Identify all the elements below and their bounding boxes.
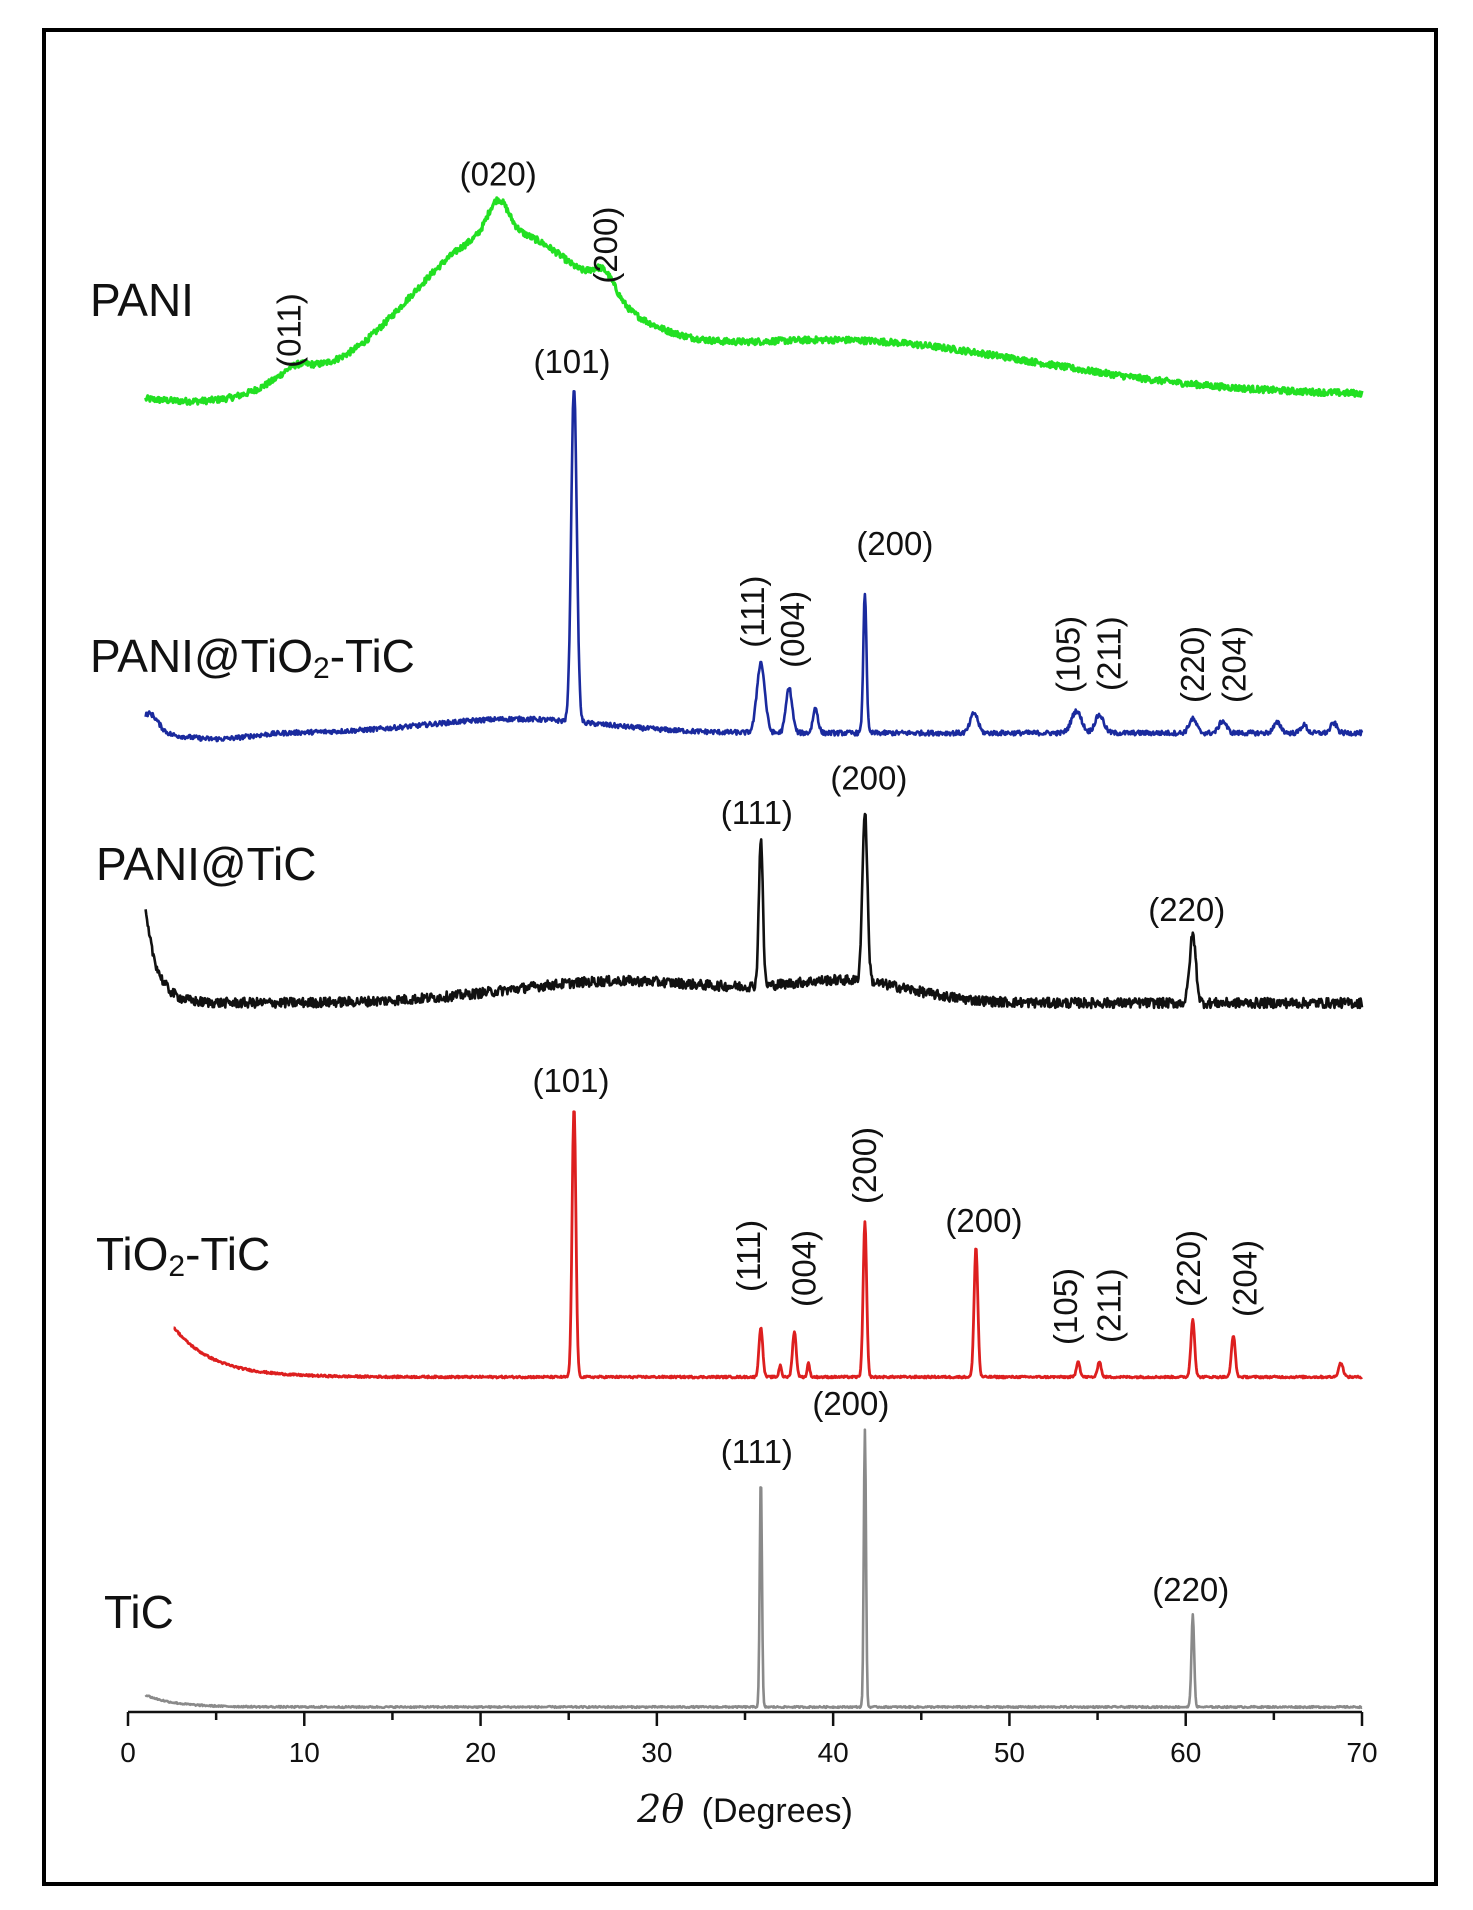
- peak-label: (200): [587, 207, 624, 284]
- series-labels: PANI PANI@TiO2-TiC PANI@TiC TiO2-TiC TiC: [90, 274, 415, 1638]
- series-label: PANI@TiO2-TiC: [90, 630, 415, 685]
- x-axis-unit: (Degrees): [702, 1792, 853, 1830]
- series-label: PANI: [90, 274, 194, 326]
- trace-pani: [144, 196, 1364, 406]
- x-tick-label: 10: [289, 1737, 320, 1768]
- peak-label: (011): [270, 293, 307, 368]
- x-tick-label: 70: [1346, 1737, 1377, 1768]
- peak-label: (220): [1170, 1230, 1207, 1307]
- peak-label: (004): [774, 591, 811, 668]
- peak-label: (220): [1148, 891, 1225, 928]
- trace-tio2-tic: [173, 1110, 1363, 1380]
- peak-label: (105): [1047, 1268, 1084, 1345]
- peak-label: (200): [830, 759, 907, 796]
- peak-label: (105): [1049, 616, 1086, 693]
- x-tick-label: 0: [120, 1737, 136, 1768]
- peak-label: (101): [533, 343, 610, 380]
- peak-label: (200): [856, 525, 933, 562]
- trace-pani-tio2-tic: [144, 390, 1364, 743]
- peak-label: (111): [721, 1433, 793, 1470]
- peak-label: (101): [532, 1062, 609, 1099]
- pattern-traces: [144, 196, 1364, 1710]
- peak-label: (211): [1090, 1268, 1127, 1343]
- trace-tic: [144, 1428, 1363, 1710]
- x-axis-symbol: 2θ: [636, 1787, 684, 1831]
- peak-labels: (011)(020)(200)(101)(111) (004)(200)(105)…: [270, 156, 1263, 1608]
- series-label: TiO2-TiC: [96, 1228, 270, 1283]
- x-axis: 0 10 20 30 40 50 60 70: [120, 1710, 1378, 1768]
- x-tick-label: 60: [1170, 1737, 1201, 1768]
- figure-frame: [42, 28, 1438, 1886]
- x-axis-title: 2θ (Degrees): [636, 1787, 853, 1831]
- peak-label: (204): [1226, 1240, 1263, 1317]
- peak-label: (020): [460, 156, 537, 193]
- peak-label: (200): [945, 1202, 1022, 1239]
- peak-label: (220): [1174, 626, 1211, 703]
- x-tick-label: 40: [818, 1737, 849, 1768]
- peak-label: (204): [1216, 626, 1253, 703]
- peak-label: (200): [846, 1127, 883, 1204]
- peak-label: (111): [734, 576, 771, 648]
- series-label: PANI@TiC: [96, 838, 316, 890]
- trace-pani-tic: [144, 812, 1364, 1010]
- peak-label: (111): [730, 1220, 767, 1292]
- x-tick-label: 50: [994, 1737, 1025, 1768]
- peak-label: (211): [1090, 616, 1127, 691]
- x-tick-label: 20: [465, 1737, 496, 1768]
- peak-label: (004): [785, 1230, 822, 1307]
- peak-label: (200): [812, 1385, 889, 1422]
- peak-label: (220): [1152, 1571, 1229, 1608]
- x-tick-label: 30: [641, 1737, 672, 1768]
- series-label: TiC: [104, 1586, 174, 1638]
- peak-label: (111): [721, 794, 793, 831]
